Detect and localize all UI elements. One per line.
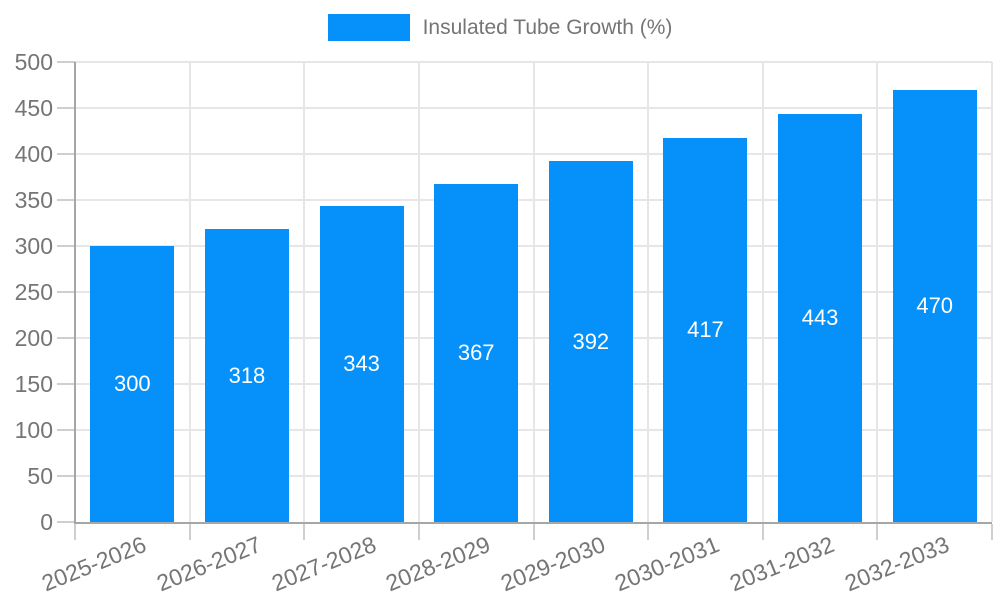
- legend-item[interactable]: Insulated Tube Growth (%): [0, 14, 1000, 41]
- bar-value-label: 443: [801, 305, 839, 331]
- x-tick-mark: [647, 524, 650, 540]
- y-tick-mark: [57, 429, 75, 431]
- y-axis-tick-label: 0: [40, 509, 53, 535]
- y-axis-tick-label: 300: [14, 233, 53, 259]
- x-axis-tick-label: 2029-2030: [496, 531, 609, 597]
- y-tick-mark: [57, 199, 75, 201]
- x-tick-mark: [532, 524, 535, 540]
- x-tick-mark: [74, 524, 76, 540]
- y-axis-line: [74, 62, 76, 524]
- x-axis-line: [75, 522, 992, 524]
- bar: [663, 138, 748, 522]
- bar: [434, 184, 519, 522]
- x-axis-tick-label: 2031-2032: [726, 531, 838, 597]
- x-tick-mark: [303, 524, 306, 540]
- y-tick-mark: [57, 245, 75, 247]
- y-tick-mark: [57, 521, 75, 523]
- bar: [204, 229, 289, 522]
- v-gridline: [647, 62, 650, 522]
- v-gridline: [188, 62, 191, 522]
- y-tick-mark: [57, 383, 75, 385]
- y-tick-mark: [57, 61, 75, 63]
- bar-value-label: 367: [457, 340, 495, 366]
- y-axis-tick-label: 450: [14, 95, 53, 121]
- v-gridline: [303, 62, 306, 522]
- bar: [892, 89, 977, 522]
- bar: [319, 206, 404, 522]
- x-axis-tick-label: 2032-2033: [840, 531, 953, 597]
- bar-value-label: 318: [228, 362, 266, 388]
- v-gridline: [532, 62, 535, 522]
- bar: [778, 114, 863, 522]
- y-axis-tick-label: 150: [14, 371, 53, 397]
- x-tick-mark: [417, 524, 420, 540]
- x-axis-tick-label: 2028-2029: [382, 531, 494, 597]
- y-axis-tick-label: 50: [27, 463, 53, 489]
- x-tick-mark: [188, 524, 191, 540]
- v-gridline: [417, 62, 420, 522]
- y-tick-mark: [57, 153, 75, 155]
- y-axis-tick-label: 500: [14, 49, 53, 75]
- bar-value-label: 300: [113, 371, 151, 396]
- bar-value-label: 417: [687, 317, 724, 343]
- y-tick-mark: [57, 291, 75, 293]
- bar: [548, 161, 633, 522]
- bar-value-label: 470: [916, 292, 954, 318]
- bar-value-label: 392: [572, 328, 610, 354]
- legend-swatch: [327, 14, 410, 41]
- x-tick-mark: [991, 524, 993, 540]
- x-axis-tick-label: 2027-2028: [267, 531, 380, 597]
- bar: [90, 246, 175, 522]
- y-axis-tick-label: 400: [14, 141, 53, 167]
- bar-value-label: 343: [343, 351, 380, 377]
- y-axis-tick-label: 100: [14, 417, 53, 443]
- y-axis-tick-label: 250: [14, 279, 53, 305]
- y-axis-tick-label: 200: [14, 325, 53, 351]
- y-tick-mark: [57, 475, 75, 477]
- x-tick-mark: [876, 524, 879, 540]
- x-tick-mark: [761, 524, 764, 540]
- y-tick-mark: [57, 337, 75, 339]
- v-gridline: [876, 62, 879, 522]
- legend-label: Insulated Tube Growth (%): [422, 16, 673, 39]
- x-axis-tick-label: 2026-2027: [152, 531, 265, 597]
- y-axis-tick-label: 350: [14, 187, 53, 213]
- y-tick-mark: [57, 107, 75, 109]
- x-axis-tick-label: 2030-2031: [611, 531, 724, 597]
- x-axis-tick-label: 2025-2026: [38, 531, 151, 597]
- v-gridline: [761, 62, 764, 522]
- v-gridline: [991, 62, 993, 522]
